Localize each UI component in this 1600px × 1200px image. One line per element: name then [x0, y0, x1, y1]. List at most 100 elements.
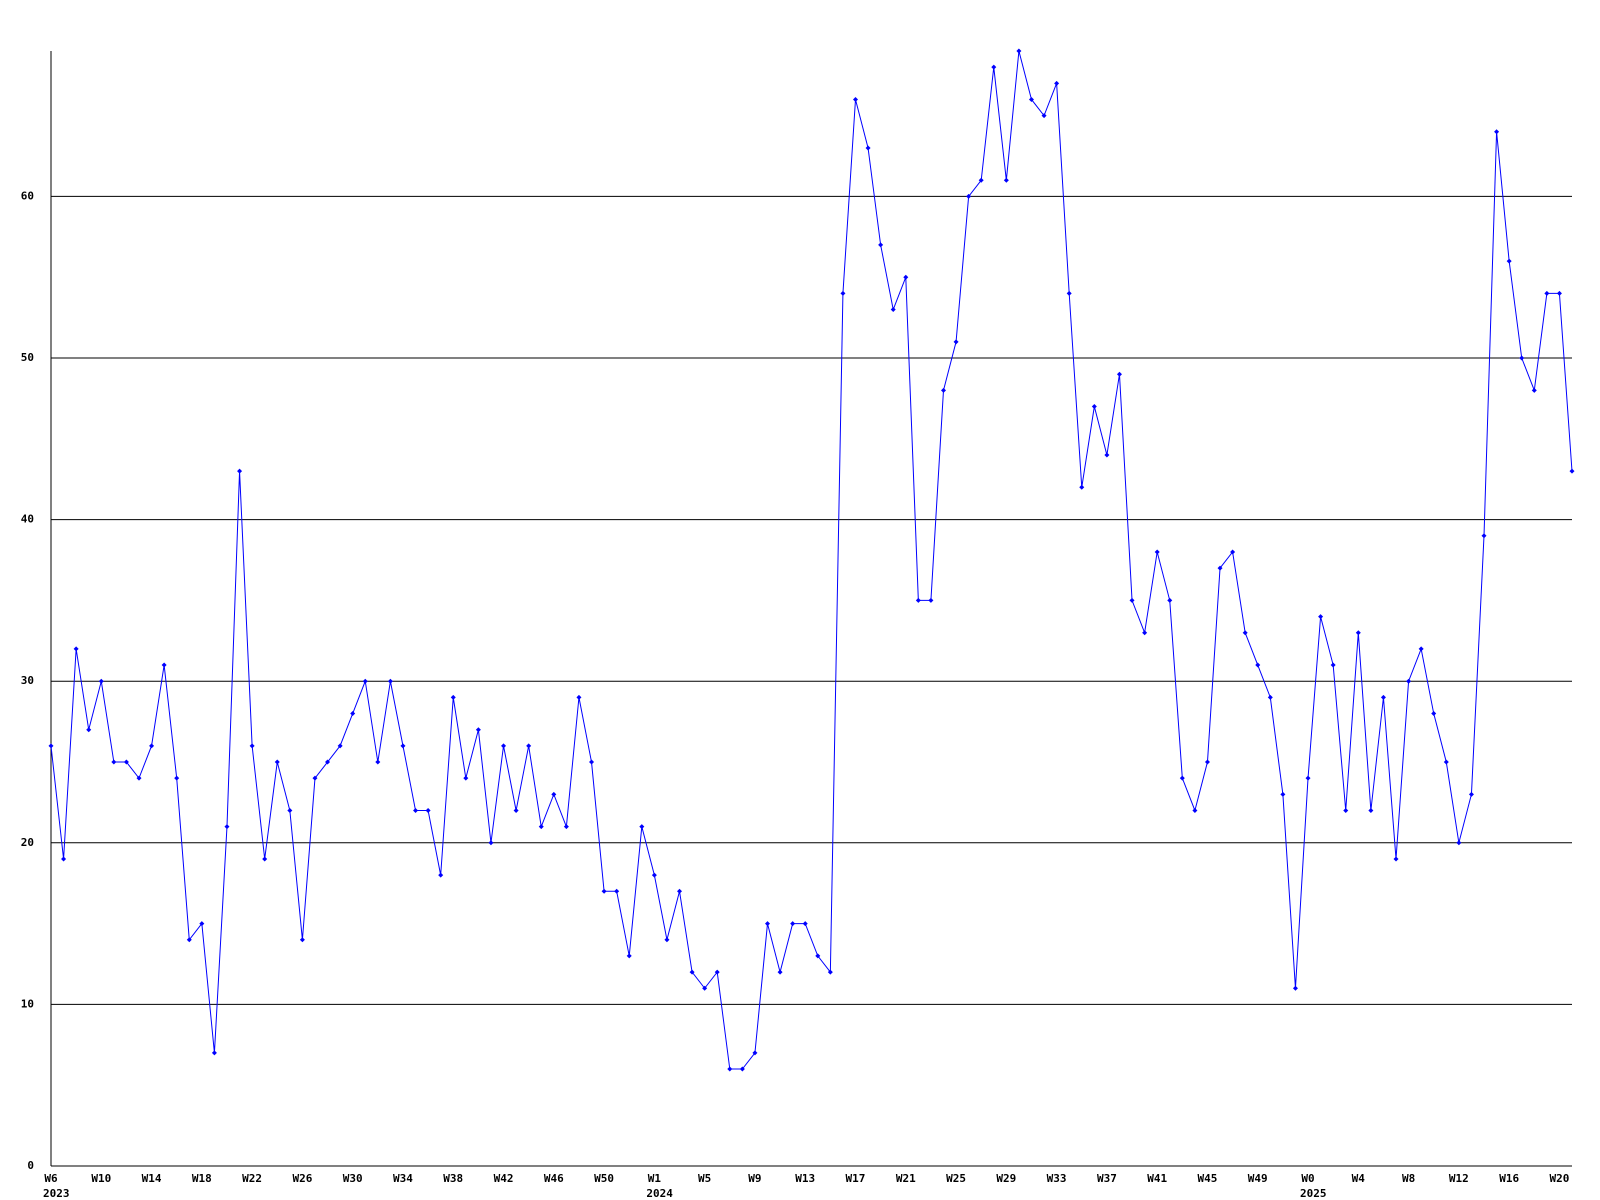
data-point: [777, 969, 783, 975]
data-point: [790, 921, 796, 927]
x-tick-label: W37: [1097, 1172, 1117, 1185]
data-point: [1267, 694, 1273, 700]
y-tick-label: 40: [21, 513, 34, 526]
data-point: [501, 743, 507, 749]
data-point: [400, 743, 406, 749]
x-tick-label: W12: [1449, 1172, 1469, 1185]
data-point: [1217, 565, 1223, 571]
data-point: [1280, 791, 1286, 797]
data-point: [86, 727, 92, 733]
data-point: [1016, 48, 1022, 54]
data-point: [1129, 597, 1135, 603]
x-tick-label: W34: [393, 1172, 413, 1185]
data-point: [186, 937, 192, 943]
x-tick-label: W8: [1402, 1172, 1415, 1185]
x-tick-label: W30: [343, 1172, 363, 1185]
data-point: [1167, 597, 1173, 603]
year-label: 2024: [646, 1187, 673, 1200]
data-point: [1494, 129, 1500, 135]
x-tick-label: W45: [1198, 1172, 1218, 1185]
data-point: [262, 856, 268, 862]
data-point: [73, 646, 79, 652]
data-point: [626, 953, 632, 959]
data-point: [1531, 387, 1537, 393]
x-tick-label: W41: [1147, 1172, 1167, 1185]
data-point: [211, 1050, 217, 1056]
data-point: [312, 775, 318, 781]
data-point: [702, 985, 708, 991]
data-point: [739, 1066, 745, 1072]
data-point: [237, 468, 243, 474]
x-tick-label: W1: [648, 1172, 662, 1185]
data-point: [865, 145, 871, 151]
data-point: [1066, 290, 1072, 296]
data-point: [299, 937, 305, 943]
data-point: [1230, 549, 1236, 555]
data-point: [1179, 775, 1185, 781]
data-point: [375, 759, 381, 765]
data-point: [1343, 807, 1349, 813]
data-point: [852, 96, 858, 102]
x-tick-label: W26: [292, 1172, 312, 1185]
data-point: [1544, 290, 1550, 296]
y-tick-label: 0: [27, 1159, 34, 1172]
data-point: [538, 824, 544, 830]
data-point: [136, 775, 142, 781]
data-point: [111, 759, 117, 765]
data-point: [1406, 678, 1412, 684]
data-point: [325, 759, 331, 765]
data-point: [978, 177, 984, 183]
data-point: [526, 743, 532, 749]
data-point: [123, 759, 129, 765]
data-point: [249, 743, 255, 749]
data-point: [651, 872, 657, 878]
data-point: [1192, 807, 1198, 813]
data-point: [1041, 113, 1047, 119]
data-point: [953, 339, 959, 345]
data-point: [890, 307, 896, 313]
data-point: [903, 274, 909, 280]
data-point: [1116, 371, 1122, 377]
data-point: [1154, 549, 1160, 555]
data-point: [1569, 468, 1575, 474]
data-point: [463, 775, 469, 781]
data-point: [413, 807, 419, 813]
y-tick-label: 60: [21, 189, 34, 202]
data-point: [677, 888, 683, 894]
data-point: [878, 242, 884, 248]
data-point: [224, 824, 230, 830]
y-tick-label: 30: [21, 674, 34, 687]
data-point: [1204, 759, 1210, 765]
data-point: [815, 953, 821, 959]
data-point: [149, 743, 155, 749]
year-label: 2023: [43, 1187, 70, 1200]
data-point: [639, 824, 645, 830]
x-tick-label: W10: [91, 1172, 111, 1185]
data-point: [98, 678, 104, 684]
series-line: [50, 50, 1573, 1070]
data-point: [664, 937, 670, 943]
x-tick-label: W25: [946, 1172, 966, 1185]
data-point: [1443, 759, 1449, 765]
x-tick-label: W18: [192, 1172, 212, 1185]
data-point: [614, 888, 620, 894]
data-point: [991, 64, 997, 70]
data-point: [1393, 856, 1399, 862]
data-point: [752, 1050, 758, 1056]
data-point: [714, 969, 720, 975]
x-tick-label: W0: [1301, 1172, 1314, 1185]
x-tick-label: W4: [1352, 1172, 1366, 1185]
x-tick-label: W49: [1248, 1172, 1268, 1185]
data-point: [337, 743, 343, 749]
y-tick-label: 10: [21, 997, 34, 1010]
data-point: [161, 662, 167, 668]
data-point: [765, 921, 771, 927]
x-tick-label: W22: [242, 1172, 262, 1185]
data-point: [1368, 807, 1374, 813]
x-tick-label: W38: [443, 1172, 463, 1185]
x-tick-label: W13: [795, 1172, 815, 1185]
data-point: [1355, 630, 1361, 636]
data-point: [1003, 177, 1009, 183]
data-point: [563, 824, 569, 830]
x-tick-label: W17: [846, 1172, 866, 1185]
